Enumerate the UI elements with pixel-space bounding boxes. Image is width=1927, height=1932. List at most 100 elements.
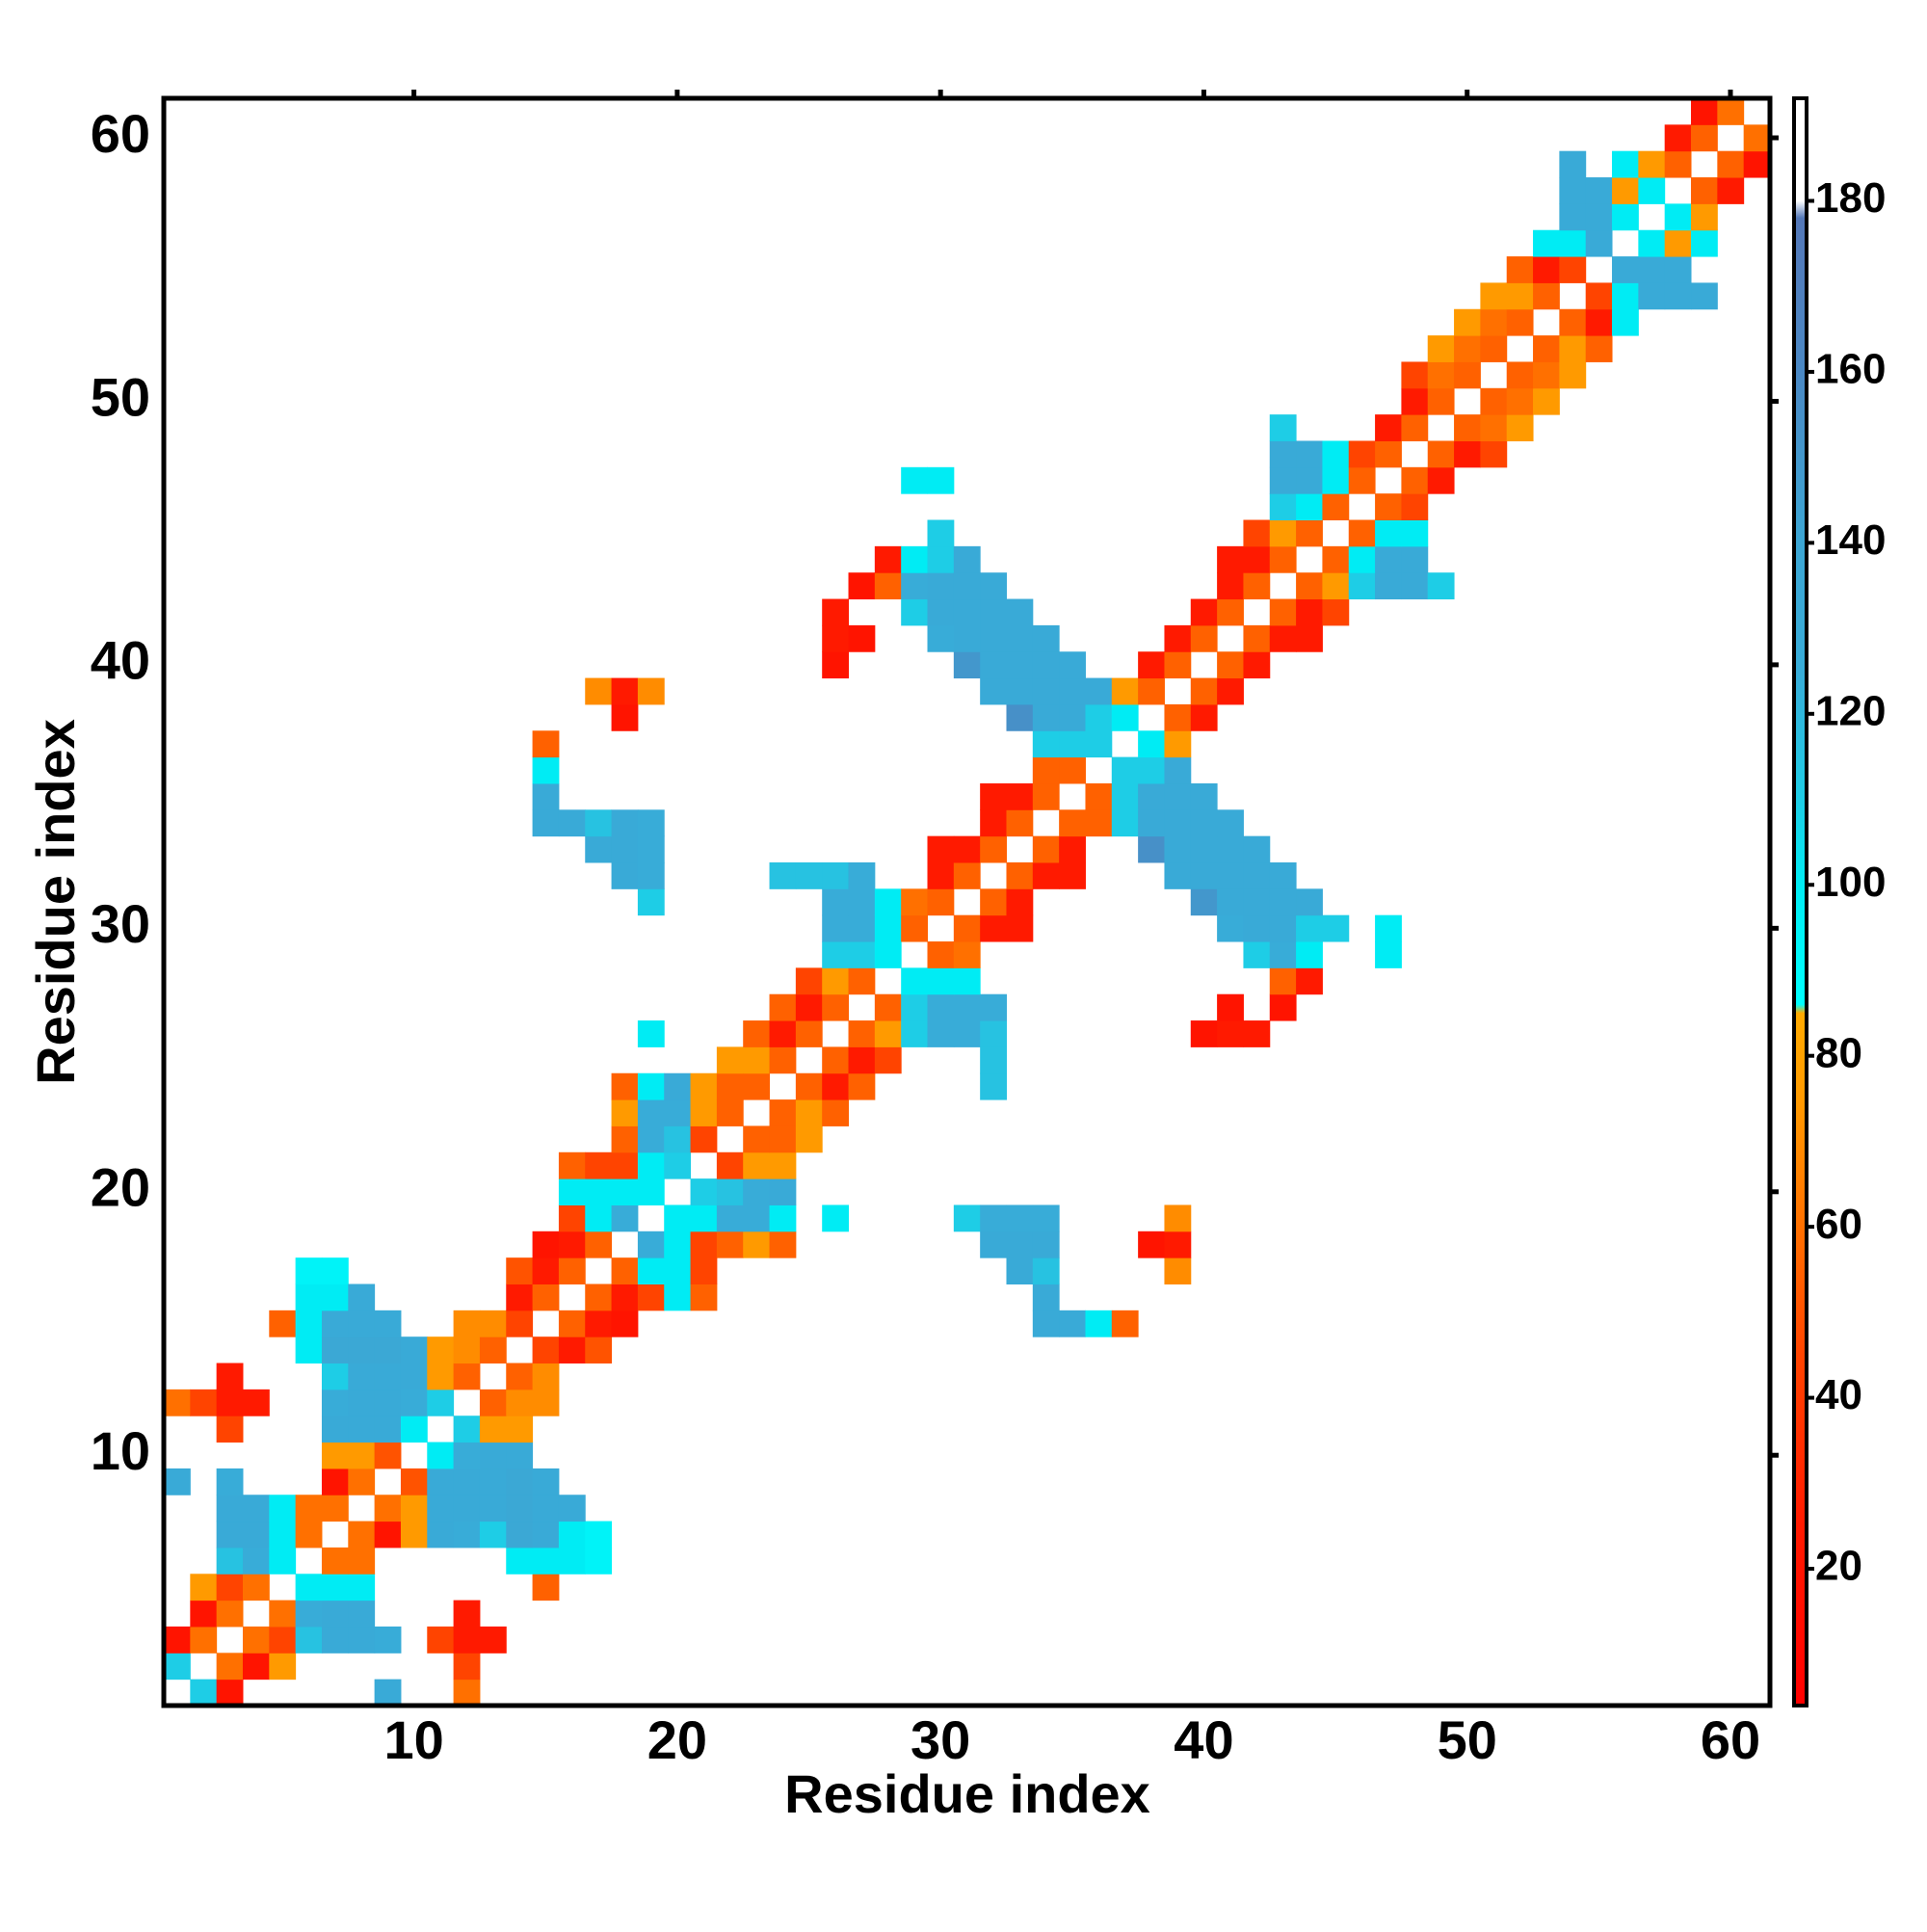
cell	[400, 1416, 428, 1443]
cell	[637, 677, 665, 705]
cell	[374, 1310, 402, 1337]
cell	[532, 730, 560, 758]
cell	[980, 677, 1007, 705]
cell	[611, 861, 639, 889]
cell	[1190, 598, 1218, 626]
cell	[1164, 703, 1192, 731]
cell	[1269, 914, 1297, 942]
cell	[532, 1231, 560, 1258]
cell	[216, 1521, 244, 1548]
cell	[822, 914, 850, 942]
cell	[1138, 756, 1165, 784]
cell	[1269, 545, 1297, 573]
cell	[348, 1442, 376, 1469]
cell	[1612, 282, 1639, 310]
cell	[953, 967, 981, 995]
cell	[558, 1521, 586, 1548]
cell	[980, 888, 1007, 916]
cell	[1032, 651, 1060, 679]
cell	[1533, 229, 1560, 257]
cell	[1164, 835, 1192, 863]
cell	[743, 1231, 771, 1258]
cell	[980, 651, 1007, 679]
cell	[321, 1495, 349, 1522]
cell	[1375, 545, 1402, 573]
cell	[321, 1547, 349, 1575]
cell	[348, 1468, 376, 1495]
cell	[216, 1389, 244, 1416]
cell	[1480, 308, 1508, 336]
cell	[1401, 466, 1429, 494]
cell	[1032, 835, 1060, 863]
cell	[532, 1468, 560, 1495]
cell	[453, 1679, 481, 1707]
cell	[953, 1020, 981, 1047]
cell	[1533, 361, 1560, 389]
cell	[585, 1547, 613, 1575]
cell	[822, 888, 850, 916]
cell	[1059, 756, 1086, 784]
cell	[1691, 177, 1718, 204]
cell	[1348, 519, 1376, 547]
cell	[1427, 572, 1455, 600]
cell	[558, 809, 586, 837]
cell	[190, 1679, 218, 1707]
cell	[1585, 177, 1613, 204]
cell	[479, 1495, 507, 1522]
cell	[1190, 1020, 1218, 1047]
cell	[1401, 414, 1429, 441]
cell	[1243, 651, 1271, 679]
cell	[1612, 308, 1639, 336]
cell	[1348, 466, 1376, 494]
cell	[848, 624, 876, 652]
cell	[1375, 493, 1402, 521]
cell	[953, 914, 981, 942]
cell	[1506, 387, 1534, 415]
cell	[1111, 677, 1139, 705]
cell	[927, 598, 955, 626]
cell	[637, 1151, 665, 1179]
cell	[400, 1521, 428, 1548]
cell	[427, 1468, 455, 1495]
cell	[242, 1495, 270, 1522]
cell	[348, 1416, 376, 1443]
cell	[532, 1363, 560, 1390]
cell	[479, 1389, 507, 1416]
y-tick-label: 30	[91, 893, 150, 954]
colorbar-tick-label: 80	[1815, 1029, 1862, 1076]
cell	[769, 1204, 797, 1232]
cell	[1190, 677, 1218, 705]
cell	[453, 1521, 481, 1548]
cell	[216, 1416, 244, 1443]
cell	[953, 624, 981, 652]
cell	[1006, 1257, 1034, 1284]
cell	[506, 1495, 534, 1522]
cell	[1085, 809, 1113, 837]
cell	[1296, 941, 1323, 968]
cell	[1427, 387, 1455, 415]
cell	[611, 1151, 639, 1179]
cell	[1322, 598, 1350, 626]
cell	[242, 1626, 270, 1654]
cell	[374, 1363, 402, 1390]
cell	[348, 1363, 376, 1390]
cell	[637, 888, 665, 916]
cell	[1243, 545, 1271, 573]
cell	[901, 598, 929, 626]
cell	[1243, 624, 1271, 652]
cell	[453, 1442, 481, 1469]
cell	[295, 1600, 323, 1628]
cell	[558, 1151, 586, 1179]
cell	[637, 835, 665, 863]
cell	[1612, 203, 1639, 231]
cell	[664, 1231, 692, 1258]
cell	[1269, 414, 1297, 441]
cell	[585, 1284, 613, 1311]
cell	[1506, 361, 1534, 389]
colorbar-tick-label: 100	[1815, 859, 1886, 906]
cell	[716, 1178, 744, 1205]
cell	[980, 1072, 1007, 1100]
cell	[1059, 703, 1086, 731]
cell	[295, 1284, 323, 1311]
cell	[690, 1204, 718, 1232]
